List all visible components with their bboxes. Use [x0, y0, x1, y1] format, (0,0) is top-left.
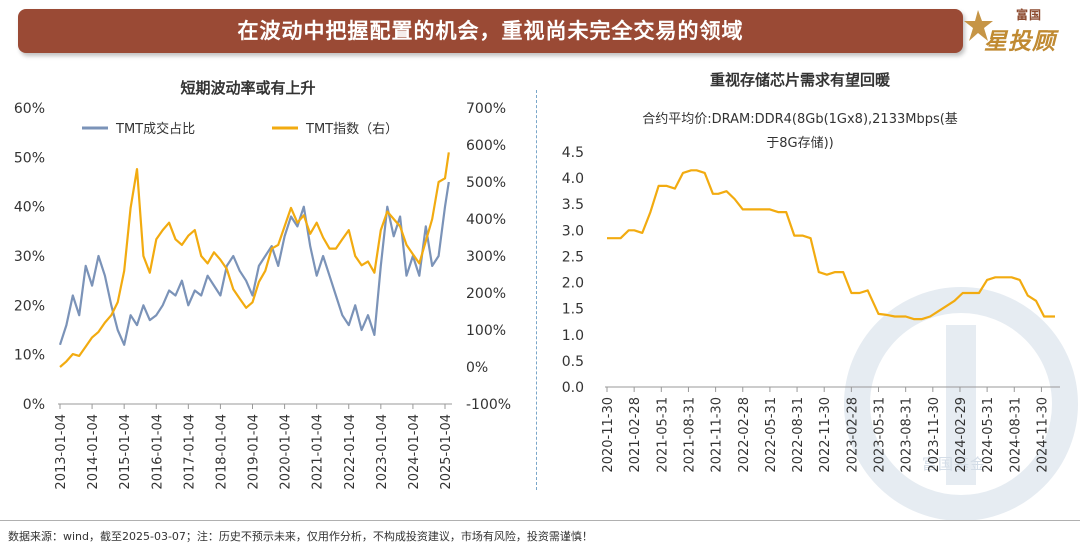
logo-main-text: 星投顾 [984, 29, 1056, 55]
right-chart-y-tick-label: 3.0 [562, 223, 584, 239]
right-chart-x-tick-label: 2022-02-28 [737, 397, 752, 473]
right-chart-x-tick-label: 2021-05-31 [655, 397, 670, 473]
right-chart-x-tick-label: 2024-11-30 [1035, 397, 1050, 473]
left-x-tick-label: 2015-01-04 [118, 414, 133, 490]
right-chart-y-tick-label: 0.0 [562, 380, 584, 396]
right-chart-x-tick-label: 2024-08-31 [1008, 397, 1023, 473]
right-chart-y-tick-label: 3.5 [562, 197, 584, 213]
right-y-tick-label: 200% [466, 286, 506, 302]
right-chart-x-tick-label: 2021-02-28 [628, 397, 643, 473]
left-chart: 短期波动率或有上升 TMT成交占比 TMT指数（右） 0% 10% 20% 30% 40… [14, 79, 511, 490]
right-chart-x-tick-label: 2022-08-31 [791, 397, 806, 473]
legend-tmt-share: TMT成交占比 [115, 121, 195, 137]
right-chart-y-tick-label: 0.5 [562, 354, 584, 370]
left-x-tick-label: 2024-01-04 [407, 414, 422, 490]
footnote: 数据来源：wind，截至2025-03-07；注：历史不预示未来，仅用作分析，不… [0, 520, 1080, 551]
right-chart-x-tick-label: 2023-08-31 [900, 397, 915, 473]
right-chart-x-tick-label: 2024-02-29 [954, 397, 969, 473]
right-chart-x-tick-label: 2023-02-28 [845, 397, 860, 473]
left-x-tick-label: 2020-01-04 [279, 414, 294, 490]
right-chart-x-tick-label: 2020-11-30 [601, 397, 616, 473]
chart-divider [536, 90, 537, 490]
right-chart-y-tick-label: 4.5 [562, 145, 584, 161]
right-chart-x-tick-label: 2022-11-30 [818, 397, 833, 473]
left-y-tick-label: 20% [14, 298, 45, 314]
series-line-tmt-index [59, 152, 450, 368]
left-x-tick-label: 2017-01-04 [182, 414, 197, 490]
brand-logo: 富国 星投顾 [962, 2, 1077, 58]
series-line-tmt-share [58, 181, 450, 346]
legend-tmt-index: TMT指数（右） [305, 122, 398, 137]
left-y-tick-label: 30% [14, 249, 45, 265]
left-x-tick-label: 2021-01-04 [311, 414, 326, 490]
right-chart-y-tick-label: 4.0 [562, 171, 584, 187]
watermark-text: 富国基金 [922, 455, 987, 473]
left-y-tick-label: 60% [14, 101, 45, 117]
left-y-tick-label: 40% [14, 200, 45, 216]
title-banner: 在波动中把握配置的机会，重视尚未完全交易的领域 [18, 9, 963, 53]
left-y-tick-label: 50% [14, 150, 45, 166]
left-x-tick-label: 2019-01-04 [247, 414, 262, 490]
left-chart-title: 短期波动率或有上升 [180, 79, 315, 97]
right-y-tick-label: 300% [466, 249, 506, 265]
series-line-dram-price [607, 169, 1055, 321]
right-y-tick-label: 0% [466, 360, 488, 376]
left-x-tick-label: 2016-01-04 [150, 414, 165, 490]
left-x-tick-label: 2013-01-04 [54, 414, 69, 490]
right-chart-y-tick-label: 1.5 [562, 302, 584, 318]
left-x-tick-label: 2023-01-04 [375, 414, 390, 490]
right-chart-y-tick-label: 1.0 [562, 328, 584, 344]
right-chart-x-tick-label: 2021-11-30 [710, 397, 725, 473]
left-x-tick-label: 2018-01-04 [214, 414, 229, 490]
left-y-tick-label: 0% [23, 397, 45, 413]
right-y-tick-label: 100% [466, 323, 506, 339]
right-chart-y-tick-label: 2.0 [562, 276, 584, 292]
right-chart-y-tick-label: 2.5 [562, 249, 584, 265]
right-chart-x-tick-label: 2023-11-30 [927, 397, 942, 473]
left-x-tick-label: 2022-01-04 [343, 414, 358, 490]
logo-top-text: 富国 [1016, 8, 1043, 22]
right-chart-subtitle-line1: 合约平均价:DRAM:DDR4(8Gb(1Gx8),2133Mbps(基 [642, 112, 958, 127]
right-y-tick-label: 400% [466, 212, 506, 228]
right-chart-x-tick-label: 2023-05-31 [873, 397, 888, 473]
left-y-tick-label: 10% [14, 348, 45, 364]
right-chart-x-tick-label: 2021-08-31 [682, 397, 697, 473]
banner-title: 在波动中把握配置的机会，重视尚未完全交易的领域 [237, 19, 744, 43]
left-x-tick-label: 2014-01-04 [86, 414, 101, 490]
right-y-tick-label: -100% [466, 397, 511, 413]
right-chart-x-tick-label: 2024-05-31 [981, 397, 996, 473]
right-chart-x-tick-label: 2022-05-31 [764, 397, 779, 473]
right-y-tick-label: 700% [466, 101, 506, 117]
right-chart-title: 重视存储芯片需求有望回暖 [710, 71, 891, 89]
footnote-text: 数据来源：wind，截至2025-03-07；注：历史不预示未来，仅用作分析，不… [8, 530, 593, 543]
right-y-tick-label: 600% [466, 138, 506, 154]
watermark-emblem [844, 287, 1078, 521]
right-chart: 重视存储芯片需求有望回暖 合约平均价:DRAM:DDR4(8Gb(1Gx8),2… [562, 71, 1060, 473]
right-y-tick-label: 500% [466, 175, 506, 191]
left-x-tick-label: 2025-01-04 [439, 414, 454, 490]
star-icon [964, 10, 993, 41]
right-chart-subtitle-line2: 于8G存储)) [766, 136, 834, 151]
